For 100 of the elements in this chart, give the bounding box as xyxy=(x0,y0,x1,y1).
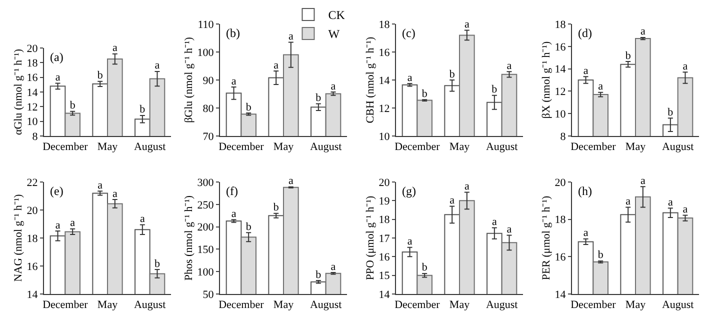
data-label: a xyxy=(330,260,336,273)
annotation: (b) xyxy=(226,26,240,40)
data-label: a xyxy=(154,60,160,72)
y-tick-label: 14 xyxy=(26,86,38,99)
legend-label: CK xyxy=(328,8,346,22)
x-tick-label: May xyxy=(449,141,470,154)
x-tick-label: May xyxy=(625,141,646,154)
data-label: a xyxy=(640,174,646,187)
data-label: b xyxy=(97,70,104,82)
y-tick-label: 200 xyxy=(197,222,214,234)
y-axis-title: PPO (μmol g⁻¹ h⁻¹) xyxy=(364,195,376,280)
y-axis-title: NAG (nmol g⁻¹ h⁻¹) xyxy=(12,194,24,282)
y-axis-title: βX (nmol g⁻¹ h⁻¹) xyxy=(540,41,552,119)
y-axis-title: CBH (nmol g⁻¹ h⁻¹) xyxy=(364,36,376,124)
y-tick-label: 14 xyxy=(26,288,38,301)
x-tick-label: December xyxy=(42,141,88,154)
data-label: a xyxy=(330,80,336,92)
y-tick-label: 10 xyxy=(26,116,38,128)
y-tick-label: 8 xyxy=(32,130,38,143)
data-label: a xyxy=(464,18,470,31)
y-tick-label: 16 xyxy=(26,72,38,84)
y-tick-label: 12 xyxy=(26,102,38,114)
data-label: a xyxy=(55,219,60,232)
annotation: (c) xyxy=(402,26,416,40)
y-axis-title: PER (μmol g⁻¹ h⁻¹) xyxy=(540,195,552,280)
y-tick-label: 50 xyxy=(202,288,214,301)
data-label: b xyxy=(598,249,604,262)
annotation: (d) xyxy=(578,26,592,40)
data-label: b xyxy=(316,268,322,281)
y-axis-title: βGlu (nmol g⁻¹ h⁻¹) xyxy=(182,36,195,123)
x-tick-label: August xyxy=(134,299,166,312)
data-label: a xyxy=(407,236,412,248)
data-label: a xyxy=(506,60,512,72)
y-tick-label: 20 xyxy=(26,42,38,55)
x-tick-label: August xyxy=(662,299,694,312)
y-tick-label: 8 xyxy=(560,130,566,143)
annotation: (f) xyxy=(226,184,238,198)
y-tick-label: 110 xyxy=(198,18,214,31)
y-axis-title: αGlu (nmol g⁻¹ h⁻¹) xyxy=(12,48,24,136)
x-tick-label: May xyxy=(273,299,294,312)
y-tick-label: 80 xyxy=(202,102,214,115)
data-label: a xyxy=(112,188,118,200)
y-tick-label: 20 xyxy=(26,204,38,217)
data-label: b xyxy=(422,262,428,274)
y-tick-label: 16 xyxy=(26,260,38,273)
annotation: (g) xyxy=(402,184,416,198)
y-tick-label: 12 xyxy=(378,102,390,115)
data-label: b xyxy=(668,106,674,118)
y-tick-label: 10 xyxy=(554,108,566,120)
data-label: a xyxy=(450,194,455,207)
data-label: a xyxy=(140,212,145,225)
data-label: b xyxy=(273,202,280,214)
y-tick-label: 14 xyxy=(554,64,566,76)
y-tick-label: 16 xyxy=(378,252,390,264)
data-label: b xyxy=(140,104,146,116)
data-label: a xyxy=(231,208,236,220)
x-tick-label: August xyxy=(310,141,342,154)
data-label: a xyxy=(583,64,588,77)
data-label: b xyxy=(154,258,160,270)
x-tick-label: December xyxy=(394,141,440,154)
data-label: a xyxy=(98,179,103,192)
y-tick-label: 18 xyxy=(26,232,38,245)
data-label: a xyxy=(274,59,279,72)
data-label: b xyxy=(316,92,322,104)
y-tick-label: 20 xyxy=(554,176,566,189)
x-tick-label: August xyxy=(134,141,166,154)
y-tick-label: 16 xyxy=(554,41,566,54)
data-label: b xyxy=(492,84,498,96)
x-tick-label: May xyxy=(625,299,646,312)
data-label: a xyxy=(407,72,412,84)
data-label: b xyxy=(422,88,428,100)
y-tick-label: 70 xyxy=(202,130,214,143)
data-label: a xyxy=(288,175,294,188)
data-label: b xyxy=(70,100,76,112)
y-tick-label: 250 xyxy=(197,199,214,212)
y-tick-label: 19 xyxy=(378,196,390,208)
data-label: a xyxy=(231,75,236,88)
x-tick-label: August xyxy=(662,141,694,154)
y-tick-label: 150 xyxy=(197,244,214,256)
x-tick-label: May xyxy=(273,141,294,154)
y-tick-label: 18 xyxy=(378,214,390,226)
data-label: a xyxy=(668,196,673,208)
x-tick-label: December xyxy=(218,299,264,312)
y-tick-label: 300 xyxy=(197,176,214,189)
y-tick-label: 18 xyxy=(554,18,566,31)
y-axis-title: Phos (nmol g⁻¹ h⁻¹) xyxy=(182,195,195,281)
y-tick-label: 20 xyxy=(378,176,390,189)
x-tick-label: December xyxy=(42,299,88,312)
legend-label: W xyxy=(328,27,340,42)
data-label: a xyxy=(70,217,76,230)
y-tick-label: 16 xyxy=(378,46,390,59)
y-tick-label: 14 xyxy=(554,288,566,301)
data-label: b xyxy=(246,220,252,233)
data-label: b xyxy=(449,68,456,80)
y-tick-label: 18 xyxy=(554,214,566,226)
x-tick-label: December xyxy=(570,299,616,312)
x-tick-label: May xyxy=(449,299,470,312)
y-tick-label: 17 xyxy=(378,232,390,245)
y-tick-label: 14 xyxy=(378,288,390,301)
annotation: (e) xyxy=(50,184,64,198)
